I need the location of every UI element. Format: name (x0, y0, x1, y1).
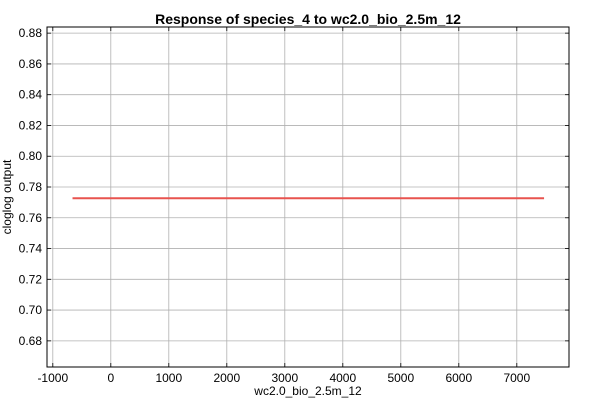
y-tick-label: 0.72 (19, 272, 43, 286)
y-tick-label: 0.74 (19, 242, 43, 256)
x-tick-label: 4000 (329, 371, 356, 385)
y-tick-label: 0.84 (19, 88, 43, 102)
x-tick-label: 0 (107, 371, 114, 385)
x-axis-label: wc2.0_bio_2.5m_12 (253, 384, 362, 398)
plot-frame (46, 26, 570, 368)
y-tick-label: 0.80 (19, 149, 43, 163)
x-tick-label: 2000 (213, 371, 240, 385)
tick-layer: -1000 0 1000 2000 3000 4000 5000 6000 7000 0.68 0.… (19, 26, 569, 385)
y-tick-label: 0.86 (19, 57, 43, 71)
y-tick-label: 0.82 (19, 118, 43, 132)
grid-layer (47, 27, 569, 367)
x-tick-label: 7000 (503, 371, 530, 385)
y-tick-label: 0.78 (19, 180, 43, 194)
chart-title: Response of species_4 to wc2.0_bio_2.5m_… (155, 11, 461, 27)
x-tick-label: 1000 (155, 371, 182, 385)
x-tick-label: 5000 (387, 371, 414, 385)
y-tick-label: 0.76 (19, 211, 43, 225)
y-tick-label: 0.70 (19, 303, 43, 317)
y-tick-label: 0.88 (19, 26, 43, 40)
x-tick-label: -1000 (37, 371, 68, 385)
y-tick-label: 0.68 (19, 334, 43, 348)
x-tick-label: 3000 (271, 371, 298, 385)
y-axis-label: cloglog output (0, 159, 14, 234)
x-tick-label: 6000 (445, 371, 472, 385)
